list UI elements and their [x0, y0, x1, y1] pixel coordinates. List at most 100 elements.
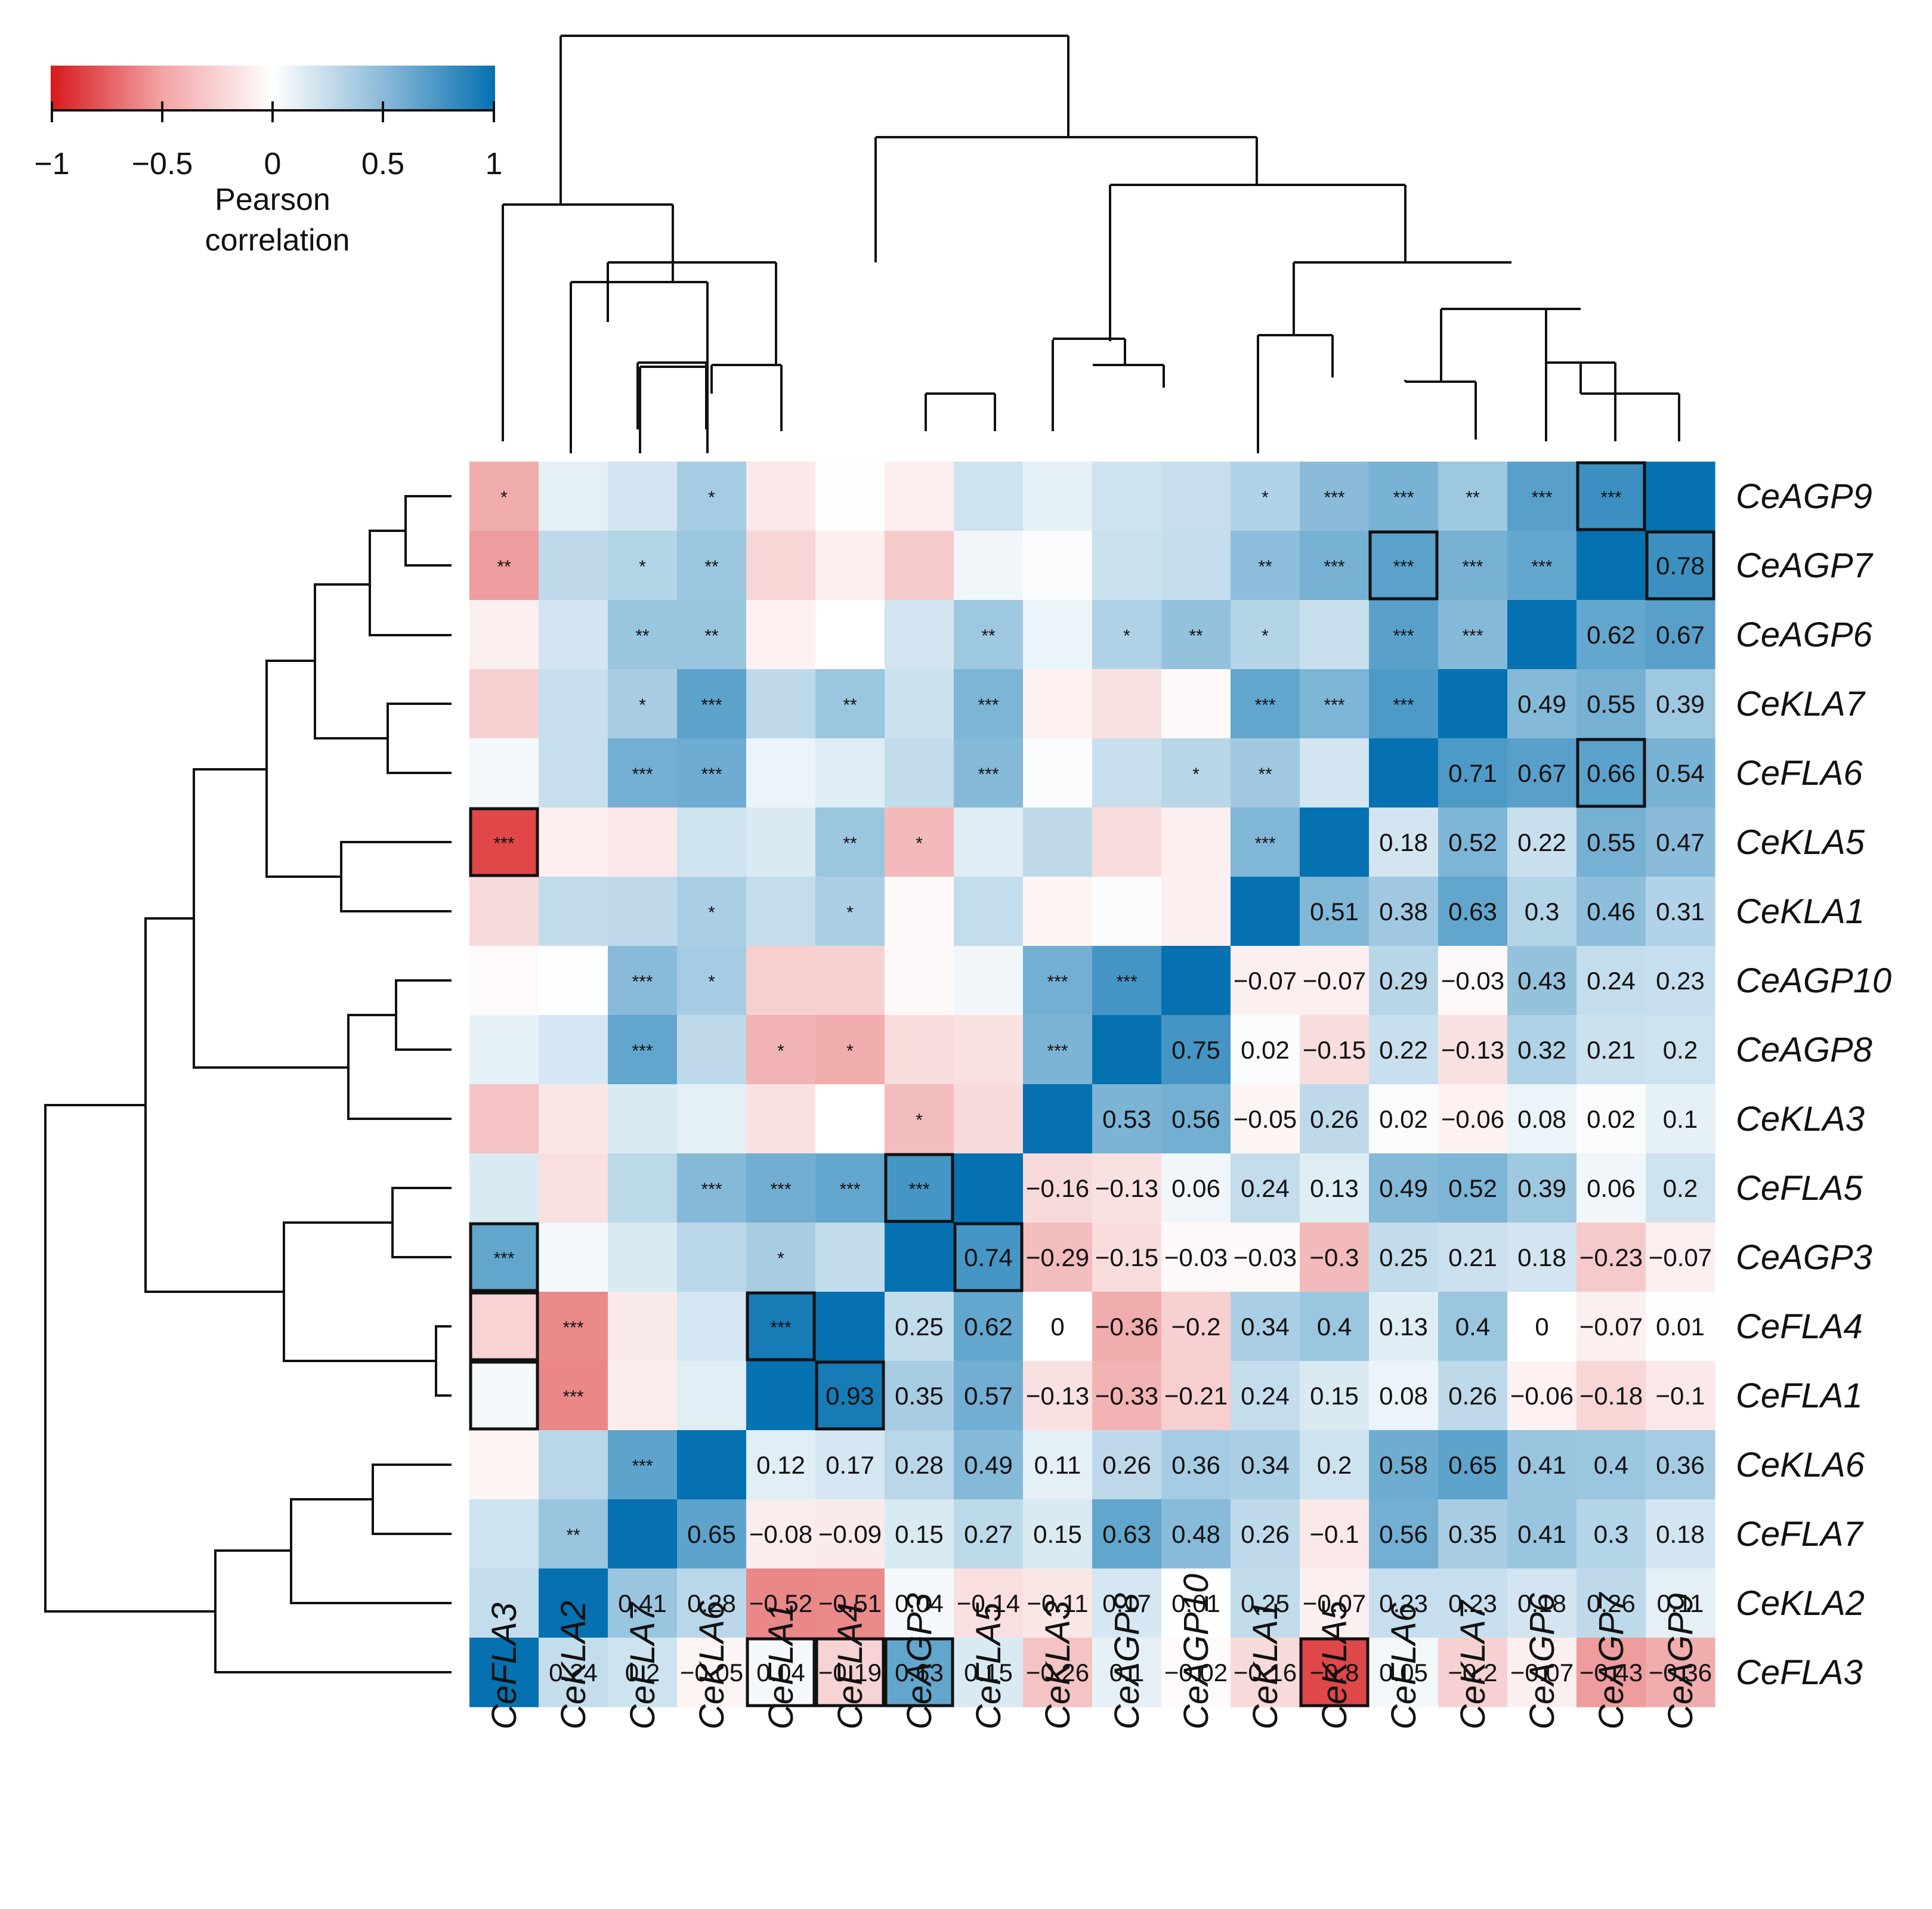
- heatmap-cell: [1023, 1292, 1093, 1362]
- cell-value-label: −0.36: [1649, 1659, 1712, 1687]
- significance-label: ***: [1324, 557, 1344, 577]
- highlight-box: [746, 1637, 816, 1707]
- heatmap-cell: [1369, 1084, 1439, 1154]
- heatmap-cell: [815, 600, 885, 670]
- heatmap-cell: [1576, 669, 1646, 739]
- cell-value-label: −0.06: [1510, 1382, 1574, 1410]
- heatmap-cell: [1646, 1223, 1715, 1292]
- heatmap-cell: [1576, 946, 1646, 1016]
- cell-value-label: −0.03: [1164, 1243, 1228, 1271]
- heatmap-cell: [469, 807, 539, 877]
- column-label: CeKLA5: [1315, 1600, 1354, 1729]
- heatmap-cell: [746, 531, 816, 601]
- heatmap-cell: [1092, 1015, 1162, 1085]
- cell-value-label: 0.41: [1517, 1520, 1566, 1548]
- heatmap-cell: [1369, 1361, 1439, 1431]
- heatmap-cell: [1161, 462, 1231, 531]
- heatmap-cell: [469, 1568, 539, 1638]
- heatmap-cell: [1507, 1153, 1577, 1223]
- heatmap-cell: [746, 1084, 816, 1154]
- heatmap-cell: [1369, 462, 1439, 531]
- significance-label: **: [1189, 626, 1203, 646]
- heatmap-cell: [1369, 946, 1439, 1016]
- cell-value-label: 0.24: [1241, 1174, 1290, 1202]
- heatmap-cell: [746, 1361, 816, 1431]
- heatmap-cell: [885, 1153, 954, 1223]
- heatmap-cell: [469, 877, 539, 946]
- cell-value-label: 0.56: [1379, 1520, 1428, 1548]
- heatmap-cell: [608, 946, 678, 1016]
- heatmap-cell: [539, 669, 608, 739]
- heatmap-cell: [746, 1015, 816, 1085]
- heatmap-cell: [954, 462, 1024, 531]
- heatmap-cell: [1438, 462, 1508, 531]
- heatmap-cell: [885, 1568, 954, 1638]
- heatmap-cell: [469, 531, 539, 601]
- highlight-box: [1576, 461, 1646, 531]
- column-label: CeFLA5: [969, 1602, 1008, 1729]
- row-label: CeAGP8: [1736, 1031, 1872, 1069]
- heatmap-cell: [1369, 877, 1439, 946]
- cell-value-label: 0.35: [1448, 1520, 1497, 1548]
- heatmap-cell: [1231, 1223, 1300, 1292]
- cell-value-label: 0.2: [1663, 1036, 1698, 1064]
- cell-value-label: 0.26: [1448, 1382, 1497, 1410]
- heatmap-cell: [469, 1361, 539, 1431]
- cell-value-label: −0.05: [1234, 1105, 1297, 1133]
- row-label: CeKLA3: [1736, 1100, 1865, 1138]
- row-label: CeKLA1: [1736, 892, 1865, 931]
- cell-value-label: 0.49: [1379, 1174, 1428, 1202]
- heatmap-cell: [1092, 877, 1162, 946]
- cell-value-label: −0.03: [1441, 967, 1504, 995]
- cell-value-label: 0.71: [1448, 759, 1497, 787]
- heatmap-cell: [954, 1499, 1024, 1569]
- significance-label: **: [981, 626, 996, 646]
- heatmap-cell: [885, 1223, 954, 1292]
- significance-label: ***: [770, 1180, 791, 1199]
- column-label: CeAGP10: [1177, 1574, 1216, 1729]
- cell-value-label: 0.26: [1587, 1589, 1636, 1617]
- cell-value-label: −0.19: [818, 1659, 882, 1687]
- significance-label: ***: [562, 1318, 583, 1338]
- heatmap-cell: [469, 600, 539, 670]
- heatmap-cell: [608, 877, 678, 946]
- heatmap-cell: [1023, 807, 1093, 877]
- significance-label: **: [1258, 557, 1272, 577]
- heatmap-cell: [954, 1638, 1024, 1707]
- heatmap-cell: [746, 1430, 816, 1500]
- heatmap-cell: [608, 1361, 678, 1431]
- significance-label: ***: [1531, 488, 1552, 508]
- cell-value-label: 0.56: [1171, 1105, 1220, 1133]
- heatmap-highlight-boxes: [469, 461, 1715, 1707]
- row-dendrogram: [44, 495, 452, 1673]
- significance-label: *: [1123, 626, 1130, 646]
- heatmap-cell: [746, 877, 816, 946]
- cell-value-label: 0.18: [1517, 1589, 1566, 1617]
- heatmap-cell: [539, 1223, 608, 1292]
- cell-value-label: 0.24: [549, 1659, 598, 1687]
- significance-label: *: [500, 488, 508, 508]
- color-scale-tick-label: −1: [34, 147, 69, 181]
- cell-value-label: 0.22: [1517, 828, 1566, 856]
- significance-label: ***: [1393, 695, 1414, 715]
- cell-value-label: 0.3: [1525, 898, 1559, 926]
- heatmap-cell: [1231, 462, 1300, 531]
- heatmap-cell: [1161, 1153, 1231, 1223]
- heatmap-cell: [1023, 877, 1093, 946]
- heatmap-cell: [1300, 1015, 1370, 1085]
- heatmap-cell: [469, 1223, 539, 1292]
- heatmap-cell: [469, 1499, 539, 1569]
- heatmap-cell: [954, 946, 1024, 1016]
- heatmap-cell: [539, 1499, 608, 1569]
- heatmap-cell: [815, 1223, 885, 1292]
- heatmap-cell: [1023, 1223, 1093, 1292]
- heatmap-cell: [1369, 1638, 1439, 1707]
- cell-value-label: 0.13: [1310, 1174, 1359, 1202]
- cell-value-label: −0.09: [818, 1520, 882, 1548]
- heatmap-cell: [1576, 462, 1646, 531]
- heatmap-cell: [1438, 669, 1508, 739]
- heatmap-cell: [1507, 1499, 1577, 1569]
- cell-value-label: −0.2: [1448, 1659, 1498, 1687]
- heatmap-cells: [469, 462, 1715, 1707]
- heatmap-cell: [539, 946, 608, 1016]
